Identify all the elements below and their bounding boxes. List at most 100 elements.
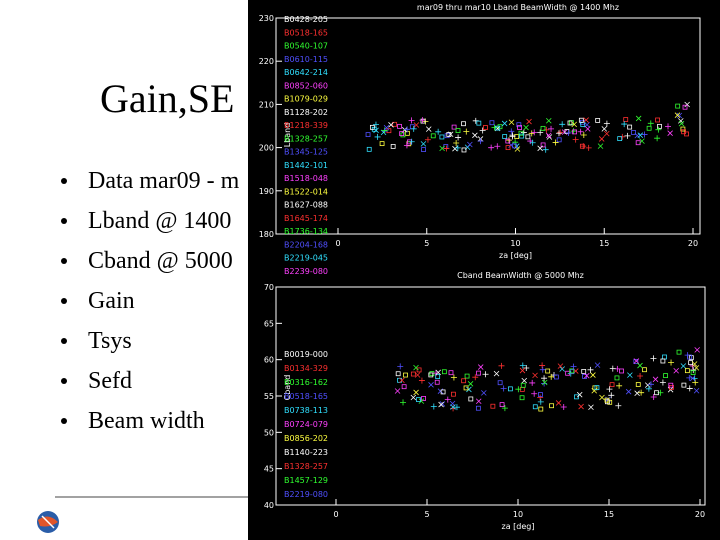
scatter-symbol — [655, 126, 662, 133]
bullet-text: Data mar09 - m — [88, 168, 240, 194]
scatter-symbol — [639, 138, 645, 144]
scatter-symbol — [657, 123, 662, 129]
scatter-symbol — [383, 124, 390, 131]
scatter-symbol — [519, 395, 525, 401]
scatter-symbol — [549, 403, 554, 409]
scatter-symbol — [521, 377, 528, 384]
scatter-symbol — [413, 364, 419, 371]
scatter-symbol — [609, 382, 615, 388]
scatter-symbol — [397, 123, 402, 129]
scatter-symbol — [505, 145, 511, 151]
scatter-symbol — [676, 349, 682, 355]
scatter-symbol — [624, 132, 631, 139]
scatter-symbol — [571, 121, 578, 128]
legend-entry: B2219-045 — [284, 254, 328, 263]
scatter-symbol — [399, 131, 405, 137]
scatter-symbol — [625, 388, 632, 395]
scatter-symbol — [425, 126, 432, 132]
scatter-symbol — [531, 129, 538, 136]
scatter-symbol — [472, 132, 478, 139]
scatter-symbol — [390, 144, 396, 149]
scatter-symbol — [694, 347, 700, 353]
scatter-symbol — [435, 374, 441, 380]
scatter-symbol — [434, 379, 440, 385]
scatter-symbol — [410, 371, 416, 377]
y-axis-label: Cband — [283, 375, 292, 401]
scatter-symbol — [688, 360, 694, 366]
scatter-symbol — [365, 132, 371, 138]
scatter-symbol — [450, 374, 457, 381]
scatter-symbol — [379, 141, 385, 147]
scatter-symbol — [541, 379, 548, 386]
scatter-symbol — [647, 381, 654, 388]
scatter-symbol — [452, 145, 458, 152]
scatter-symbol — [595, 118, 601, 123]
scatter-symbol — [482, 371, 489, 378]
scatter-symbol — [637, 373, 644, 380]
scatter-symbol — [542, 146, 549, 153]
scatter-symbol — [461, 147, 467, 153]
scatter-symbol — [372, 121, 379, 128]
legend-entry: B1645-174 — [284, 214, 328, 223]
scatter-symbol — [437, 388, 444, 394]
legend-entry: B0856-202 — [284, 434, 328, 443]
scatter-symbol — [691, 361, 698, 367]
legend-entry: B0642-214 — [284, 68, 328, 77]
scatter-symbol — [467, 381, 474, 387]
scatter-symbol — [687, 354, 692, 360]
scatter-symbol — [601, 126, 608, 132]
scatter-symbol — [570, 128, 577, 135]
scatter-symbol — [369, 124, 375, 130]
scatter-symbol — [634, 390, 640, 397]
scatter-symbol — [644, 382, 651, 388]
scatter-symbol — [502, 134, 508, 139]
scatter-symbol — [665, 123, 672, 130]
scatter-symbol — [491, 124, 498, 131]
scatter-symbol — [578, 117, 584, 123]
scatter-symbol — [518, 130, 524, 136]
x-axis-label: za [deg] — [502, 522, 535, 531]
scatter-symbol — [582, 374, 587, 379]
scatter-symbol — [668, 382, 674, 388]
scatter-symbol — [684, 368, 690, 374]
scatter-symbol — [428, 382, 434, 388]
scatter-symbol — [439, 134, 445, 140]
scatter-symbol — [464, 373, 470, 379]
scatter-symbol — [403, 142, 410, 149]
scatter-symbol — [394, 388, 401, 394]
scatter-symbol — [455, 128, 461, 133]
scatter-symbol — [676, 112, 683, 119]
scatter-symbol — [481, 390, 487, 396]
x-tick-label: 10 — [513, 510, 523, 519]
scatter-symbol — [526, 118, 532, 125]
scatter-symbol — [468, 396, 474, 402]
legend-entry: B2204-168 — [284, 240, 328, 249]
scatter-symbol — [418, 398, 425, 404]
scatter-symbol — [420, 141, 427, 147]
scatter-symbol — [537, 398, 544, 405]
bullet-text: Gain — [88, 288, 135, 314]
x-tick-label: 0 — [333, 510, 338, 519]
scatter-symbol — [553, 374, 559, 380]
scatter-symbol — [461, 121, 466, 127]
scatter-symbol — [519, 367, 526, 374]
scatter-symbol — [444, 396, 451, 403]
scatter-symbol — [467, 141, 473, 148]
scatter-symbol — [598, 136, 605, 142]
scatter-symbol — [539, 366, 546, 373]
scatter-symbol — [497, 380, 503, 386]
scatter-symbol — [584, 126, 591, 132]
scatter-symbol — [574, 394, 579, 400]
legend-entry: B2219-080 — [284, 490, 328, 499]
y-tick-label: 190 — [259, 187, 274, 196]
scatter-symbol — [508, 128, 515, 135]
bullet-text: Lband @ 1400 — [88, 208, 231, 234]
scatter-symbol — [463, 385, 469, 391]
scatter-symbol — [652, 376, 659, 383]
scatter-symbol — [414, 372, 421, 378]
scatter-symbol — [621, 121, 628, 128]
legend-entry: B0724-079 — [284, 420, 328, 429]
scatter-symbol — [545, 368, 551, 374]
scatter-symbol — [454, 144, 461, 151]
